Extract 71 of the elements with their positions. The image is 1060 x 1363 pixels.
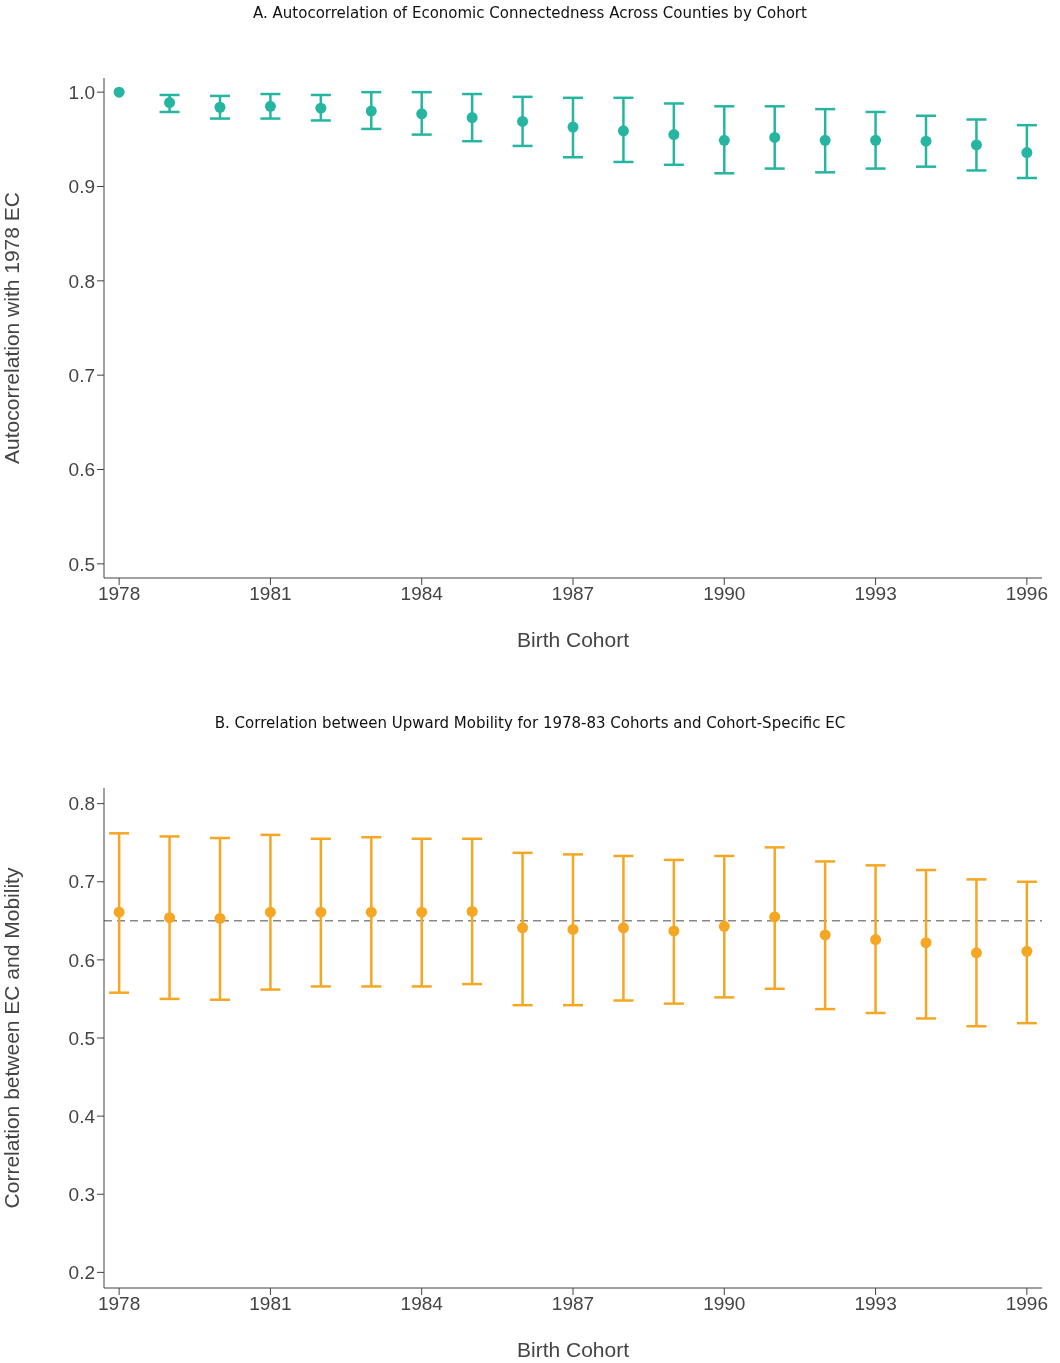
- point: [466, 112, 478, 124]
- point: [164, 912, 176, 924]
- point: [970, 139, 982, 151]
- point: [970, 947, 982, 959]
- y-tick-label: 0.3: [68, 1183, 95, 1205]
- point: [920, 135, 932, 147]
- chart-title: B. Correlation between Upward Mobility for 1978-83 Cohorts and Cohort-Specific EC: [213, 714, 847, 732]
- point: [416, 108, 428, 120]
- point: [264, 906, 276, 918]
- x-tick-label: 1996: [1005, 1293, 1049, 1315]
- y-tick-label: 0.8: [68, 793, 95, 815]
- point: [113, 906, 125, 918]
- point: [315, 906, 327, 918]
- y-tick-label: 0.5: [68, 553, 95, 575]
- y-tick-label: 0.8: [68, 270, 95, 292]
- x-tick-label: 1996: [1005, 583, 1049, 605]
- y-tick-label: 0.5: [68, 1027, 95, 1049]
- x-tick-label: 1990: [703, 583, 746, 605]
- point: [567, 923, 579, 935]
- x-tick-label: 1978: [97, 583, 141, 605]
- point: [517, 115, 529, 127]
- x-tick-label: 1987: [551, 1293, 595, 1315]
- point: [769, 131, 781, 143]
- point: [466, 905, 478, 917]
- point: [315, 102, 327, 114]
- x-tick-label: 1981: [249, 583, 292, 605]
- point: [870, 134, 882, 146]
- x-tick-label: 1984: [400, 583, 444, 605]
- point: [264, 100, 276, 112]
- x-tick-label: 1978: [97, 1293, 141, 1315]
- y-tick-label: 0.7: [68, 871, 95, 893]
- point: [668, 925, 680, 937]
- point: [870, 934, 882, 946]
- point: [819, 134, 831, 146]
- point: [769, 911, 781, 923]
- x-tick-label: 1984: [400, 1293, 444, 1315]
- y-tick-label: 0.4: [68, 1105, 96, 1127]
- y-tick-label: 0.7: [68, 364, 95, 386]
- x-tick-label: 1993: [854, 1293, 897, 1315]
- point: [920, 937, 932, 949]
- point: [113, 86, 125, 98]
- x-tick-label: 1993: [854, 583, 897, 605]
- y-tick-label: 0.6: [68, 949, 95, 971]
- x-axis-title: Birth Cohort: [516, 1338, 630, 1361]
- point: [819, 929, 831, 941]
- point: [617, 125, 629, 137]
- x-tick-label: 1990: [703, 1293, 746, 1315]
- y-axis-title: Autocorrelation with 1978 EC: [0, 192, 24, 464]
- point: [617, 922, 629, 934]
- point: [1021, 147, 1033, 159]
- point: [214, 101, 226, 113]
- point: [668, 129, 680, 141]
- y-tick-label: 0.9: [68, 176, 95, 198]
- chart-title: A. Autocorrelation of Economic Connectedness Across Counties by Cohort: [252, 4, 808, 22]
- y-axis-title: Correlation between EC and Mobility: [0, 867, 24, 1209]
- x-axis-title: Birth Cohort: [516, 628, 630, 651]
- y-tick-label: 1.0: [68, 81, 95, 103]
- point: [567, 121, 579, 133]
- point: [1021, 945, 1033, 957]
- point: [416, 906, 428, 918]
- point: [718, 134, 730, 146]
- point: [164, 97, 176, 109]
- point: [214, 912, 226, 924]
- point: [517, 922, 529, 934]
- y-tick-label: 0.2: [68, 1262, 95, 1284]
- point: [718, 920, 730, 932]
- y-tick-label: 0.6: [68, 459, 95, 481]
- x-tick-label: 1987: [551, 583, 595, 605]
- point: [365, 105, 377, 117]
- point: [365, 906, 377, 918]
- x-tick-label: 1981: [249, 1293, 292, 1315]
